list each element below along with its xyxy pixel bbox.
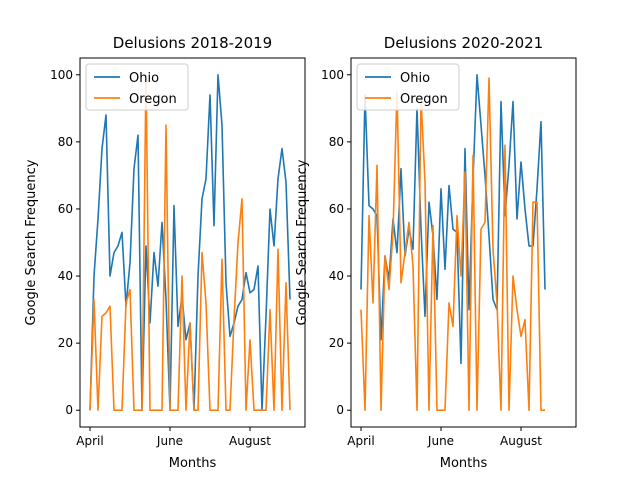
chart-title: Delusions 2020-2021 (384, 34, 543, 52)
y-tick-label: 100 (321, 68, 344, 82)
legend: Ohio Oregon (85, 63, 189, 111)
chart-panel-1: 0 20 40 60 80 100 April June August Delusions 201… (24, 34, 306, 471)
y-tick-label: 20 (329, 336, 344, 350)
x-tick-label: April (76, 434, 103, 448)
plot-area-frame (350, 57, 577, 428)
legend-label-ohio: Ohio (129, 71, 159, 86)
legend-label-ohio: Ohio (400, 71, 430, 86)
y-tick-label: 0 (336, 403, 344, 417)
y-axis-label: Google Search Frequency (24, 159, 39, 325)
plot-area-frame (79, 57, 306, 428)
y-axis-label: Google Search Frequency (295, 159, 310, 325)
legend-label-oregon: Oregon (400, 92, 448, 107)
series-line-oregon (360, 77, 545, 412)
x-tick-label: June (427, 434, 454, 448)
y-tick-label: 80 (58, 135, 73, 149)
y-tick-label: 100 (50, 68, 73, 82)
x-tick-label: August (229, 434, 271, 448)
legend: Ohio Oregon (356, 63, 460, 111)
y-tick-label: 40 (58, 269, 73, 283)
x-tick-label: April (347, 434, 374, 448)
series-line-ohio (89, 74, 291, 412)
x-tick-label: August (500, 434, 542, 448)
chart-title: Delusions 2018-2019 (113, 34, 272, 52)
y-tick-label: 60 (58, 202, 73, 216)
x-tick-label: June (156, 434, 183, 448)
y-tick-label: 80 (329, 135, 344, 149)
y-tick-label: 20 (58, 336, 73, 350)
series-line-oregon (89, 74, 291, 412)
y-tick-label: 40 (329, 269, 344, 283)
chart-panel-2: 0 20 40 60 80 100 April June August Delusions 202… (295, 34, 577, 471)
y-tick-label: 60 (329, 202, 344, 216)
legend-label-oregon: Oregon (129, 92, 177, 107)
x-axis-label: Months (440, 456, 488, 471)
x-axis-label: Months (169, 456, 217, 471)
y-tick-label: 0 (65, 403, 73, 417)
series-line-ohio (360, 74, 546, 365)
